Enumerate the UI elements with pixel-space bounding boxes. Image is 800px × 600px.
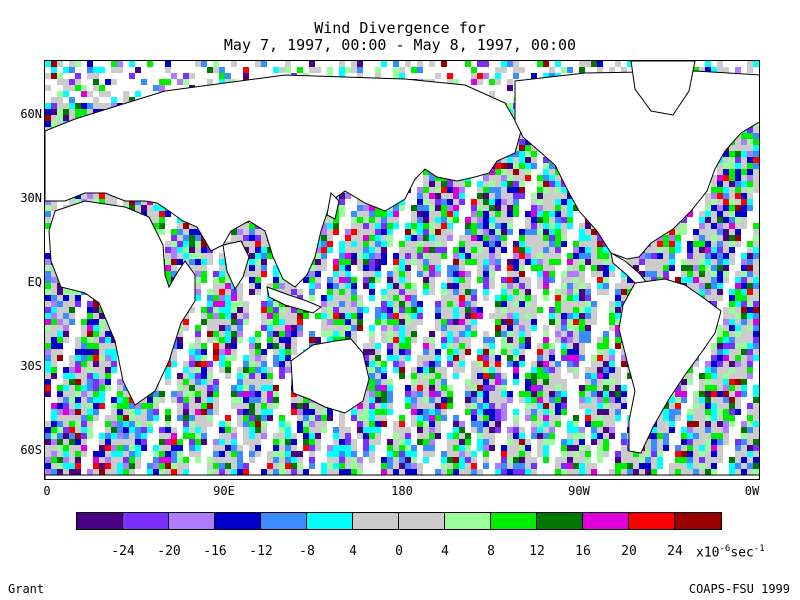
greenland-outline: [630, 61, 696, 116]
units-label: x10-6sec-1: [696, 544, 765, 561]
legend-tick-label: 0: [395, 544, 403, 559]
japan-outline: [326, 191, 340, 220]
antarctica-outline: [45, 474, 759, 479]
lat-label-eq: EQ: [27, 275, 42, 289]
continent-outline-layer: [45, 61, 759, 479]
south-america-outline: [618, 278, 722, 454]
africa-outline: [48, 200, 196, 406]
legend-swatch: [77, 513, 123, 529]
lon-label-180: 180: [391, 484, 413, 498]
divergence-map: [44, 60, 760, 480]
legend-swatch: [215, 513, 261, 529]
lon-label-0w: 0W: [744, 484, 760, 498]
lat-label-30s: 30S: [20, 359, 42, 373]
legend-swatch: [169, 513, 215, 529]
australia-outline: [290, 338, 370, 414]
legend-tick-label: 12: [529, 544, 545, 559]
legend-tick-label: 20: [621, 544, 637, 559]
legend-swatch: [675, 513, 721, 529]
map-title: Wind Divergence for: [314, 19, 486, 37]
legend-tick-label: -16: [203, 544, 227, 559]
legend-swatch: [629, 513, 675, 529]
legend-tick-label: -20: [157, 544, 181, 559]
legend-swatch: [491, 513, 537, 529]
legend-swatch: [445, 513, 491, 529]
legend-swatch: [261, 513, 307, 529]
legend-swatch: [353, 513, 399, 529]
legend-tick-label: 4: [349, 544, 357, 559]
legend-tick-label: 16: [575, 544, 591, 559]
legend-swatch: [123, 513, 169, 529]
indonesia-outline: [266, 286, 322, 314]
lat-label-30n: 30N: [20, 191, 42, 205]
legend-swatch: [307, 513, 353, 529]
map-plot-area: [45, 61, 759, 479]
legend-tick-label: -8: [299, 544, 315, 559]
lon-label-90e: 90E: [213, 484, 235, 498]
legend-swatch: [537, 513, 583, 529]
legend-tick-label: -24: [111, 544, 135, 559]
org-credit: COAPS-FSU 1999: [688, 582, 790, 596]
lon-label-0: 0: [43, 484, 51, 498]
legend-tick-label: -12: [249, 544, 273, 559]
color-legend-bar: [76, 512, 722, 530]
author-credit: Grant: [8, 582, 45, 596]
legend-tick-label: 24: [667, 544, 683, 559]
legend-swatch: [399, 513, 445, 529]
lat-label-60n: 60N: [20, 107, 42, 121]
legend-tick-label: 4: [441, 544, 449, 559]
legend-tick-label: 8: [487, 544, 495, 559]
india-outline: [222, 240, 250, 291]
legend-swatch: [583, 513, 629, 529]
map-subtitle-date-range: May 7, 1997, 00:00 - May 8, 1997, 00:00: [223, 36, 577, 54]
lat-label-60s: 60S: [20, 443, 42, 457]
lon-label-90w: 90W: [568, 484, 590, 498]
north-america-outline: [514, 70, 759, 260]
